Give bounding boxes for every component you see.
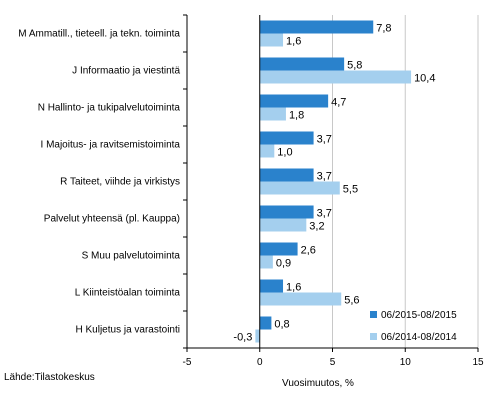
category-label: J Informaatio ja viestintä [72,66,180,77]
bar-series-2 [259,292,342,306]
data-label: 3,7 [317,134,332,146]
legend-swatch-series-2 [370,333,377,340]
legend-label-series-2: 06/2014-08/2014 [381,332,457,343]
category-label: H Kuljetus ja varastointi [76,325,181,336]
bar-series-2 [259,144,275,158]
data-label: 3,2 [309,221,324,233]
data-label: -0,3 [233,332,252,344]
x-tick-label: 15 [472,357,484,368]
category-label: M Ammatill., tieteell. ja tekn. toiminta [18,29,180,40]
data-label: 10,4 [414,73,435,85]
bar-series-1 [259,205,314,219]
category-label: S Muu palvelutoiminta [82,251,181,262]
data-label: 0,8 [274,319,289,331]
data-label: 5,6 [344,295,359,307]
category-label: R Taiteet, viihde ja virkistys [60,177,180,188]
x-tick-label: 10 [400,357,412,368]
data-label: 1,0 [277,147,292,159]
legend: 06/2015-08/2015 06/2014-08/2014 [370,310,457,343]
data-label: 5,8 [347,60,362,72]
bar-series-2 [259,218,307,232]
category-label: L Kiinteistöalan toiminta [75,288,181,299]
value-labels: 7,81,65,810,44,71,83,71,03,75,53,73,22,6… [233,23,435,344]
bar-series-1 [259,131,314,145]
tick-labels: -5 0 5 10 15 [183,357,484,368]
bar-series-2 [259,255,273,269]
bar-series-2 [259,33,284,47]
data-label: 7,8 [376,23,391,35]
bar-series-1 [259,20,374,34]
data-label: 1,8 [289,110,304,122]
source-note: Lähde:Tilastokeskus [4,372,95,383]
bar-series-2 [255,329,260,343]
data-label: 3,7 [317,171,332,183]
data-label: 5,5 [343,184,358,196]
x-tick-label: 5 [330,357,336,368]
data-label: 1,6 [286,282,301,294]
x-tick-label: 0 [257,357,263,368]
data-label: 2,6 [301,245,316,257]
bar-series-1 [259,242,298,256]
bar-series-1 [259,57,345,71]
x-tick-label: -5 [183,357,192,368]
legend-swatch-series-1 [370,311,377,318]
category-label: I Majoitus- ja ravitsemistoiminta [41,140,181,151]
bar-series-2 [259,70,412,84]
bar-series-1 [259,279,284,293]
bar-series-1 [259,94,329,108]
bar-series-2 [259,107,286,121]
category-labels: M Ammatill., tieteell. ja tekn. toiminta… [18,29,180,336]
bars [255,20,412,343]
data-label: 1,6 [286,36,301,48]
bar-series-2 [259,181,340,195]
legend-label-series-1: 06/2015-08/2015 [381,310,457,321]
axes [183,14,479,352]
data-label: 0,9 [276,258,291,270]
x-axis-label: Vuosimuutos, % [282,378,354,389]
bar-series-1 [259,316,272,330]
category-label: N Hallinto- ja tukipalvelutoiminta [38,103,181,114]
data-label: 4,7 [331,97,346,109]
bar-series-1 [259,168,314,182]
data-label: 3,7 [317,208,332,220]
category-label: Palvelut yhteensä (pl. Kauppa) [44,214,180,225]
